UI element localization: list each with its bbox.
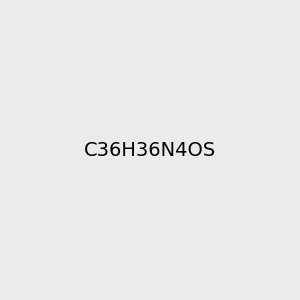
Text: C36H36N4OS: C36H36N4OS <box>84 140 216 160</box>
